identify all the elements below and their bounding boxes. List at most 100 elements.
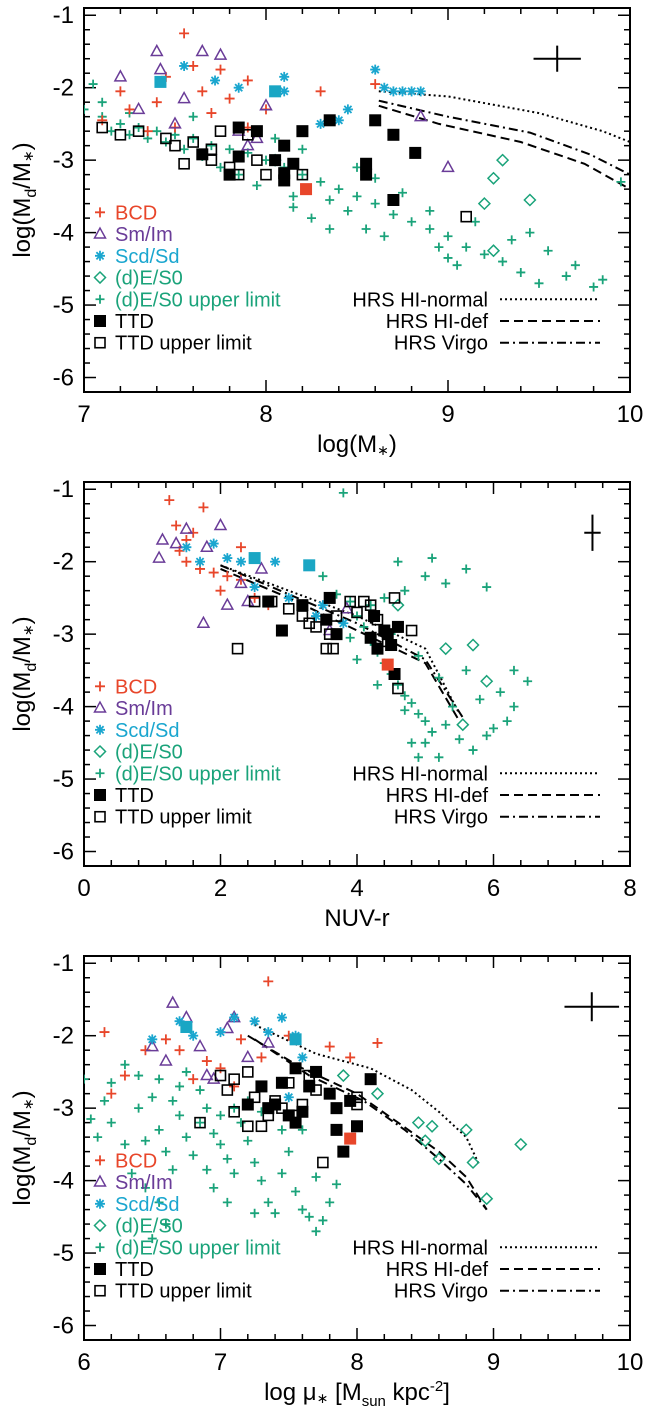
series-line-hrs_virgo [220,564,464,719]
y-tick-label: -5 [53,766,74,793]
point-TTD [296,125,309,138]
point-dES0up [88,79,98,89]
y-axis-label: log(Md/M∗) [9,616,40,731]
point-dES0up [379,593,389,603]
point-TTD [287,157,300,170]
point-TTDup [228,1073,240,1085]
point-dES0up [525,228,535,238]
point-SmIm [155,532,170,545]
point-dES0up [84,104,89,114]
point-TTD [223,168,236,181]
point-dES0up [168,1165,178,1175]
point-dES0up [352,611,362,621]
point-ScdSd [406,86,417,97]
point-dES0up [134,1103,144,1113]
x-tick-label: 10 [617,1349,644,1376]
point-dES0up [343,206,353,216]
point-TTDup [296,168,309,181]
point-TTD [278,139,291,152]
point-dES0up [443,253,453,263]
point-TTD [330,1102,343,1115]
point-dES0up [479,249,489,259]
point-ScdSd [188,1030,199,1041]
point-BCD [208,567,219,578]
point-dES0up [475,694,485,704]
point-dES0 [456,718,470,732]
point-TTDup [320,642,333,655]
legend-marker-TTDup [94,810,106,823]
point-ScdSd [397,86,408,97]
point-dES0up [470,217,480,227]
y-tick-label: -2 [53,1023,74,1050]
point-SmIm [241,1049,255,1063]
point-dES0up [256,1176,266,1186]
point-BCD [197,86,208,97]
legend-label-ScdSd: Scd/Sd [115,720,179,742]
point-ScdSd [317,600,328,611]
point-BCD [179,28,190,39]
point-dES0up [202,1165,212,1175]
point-TTD_red [381,658,394,671]
point-dES0 [391,598,405,612]
point-BCD [171,520,182,531]
point-dES0up [291,1186,301,1196]
point-SmIm [241,138,255,151]
point-dES0up [147,1234,157,1244]
axis-ticks [83,956,631,1340]
point-TTD_cyan [154,75,167,88]
point-dES0up [482,731,492,741]
point-dES0up [311,1172,321,1182]
point-SmIm [413,109,428,122]
point-BCD [315,86,326,97]
point-TTD [269,154,282,167]
point-dES0up [188,133,198,143]
legend-label-TTD: TTD [115,785,154,807]
point-dES0up [361,224,371,234]
point-BCD [224,93,235,104]
y-tick-label: -3 [53,147,74,174]
legend-label-hrs_def: HRS HI-def [386,785,489,807]
point-dES0up [175,1110,185,1120]
legend-label-dES0: (d)E/S0 [115,742,183,764]
point-dES0up [209,1183,219,1193]
point-TTDup [351,606,363,619]
point-TTDup [388,592,401,604]
point-SmIm [179,1010,194,1023]
point-ScdSd [333,115,344,126]
legend-label-ScdSd: Scd/Sd [115,1194,179,1216]
point-dES0up [307,213,316,223]
y-tick-label: -5 [53,292,74,319]
point-dES0up [202,1103,212,1113]
point-dES0up [443,231,453,241]
point-ScdSd [283,1092,294,1103]
point-dES0up [589,282,599,292]
point-TTD [351,1120,363,1133]
point-TTDup [296,610,309,622]
point-dES0up [175,1081,185,1091]
point-SmIm [259,98,273,111]
point-dES0up [454,734,464,744]
error-bar [564,992,620,1022]
legend-marker-TTD [94,788,106,801]
legend-marker-TTD [94,1262,106,1275]
point-dES0 [523,193,537,207]
point-SmIm [213,517,228,531]
point-dES0up [420,738,430,748]
point-dES0up [188,1150,198,1160]
point-BCD [249,592,260,603]
y-tick-label: -2 [53,75,74,102]
point-TTD [241,1098,254,1111]
point-BCD [174,1045,185,1056]
legend-label-hrs_def: HRS HI-def [386,1259,489,1281]
point-dES0up [97,97,107,107]
point-dES0 [477,197,491,211]
point-dES0up [154,1125,164,1135]
point-ScdSd [233,82,244,93]
point-dES0up [318,1215,328,1225]
point-TTDup [405,624,418,637]
point-TTDup [317,1156,329,1169]
point-dES0up [523,676,533,686]
point-TTDup [460,210,473,223]
point-dES0up [502,716,512,726]
point-ScdSd [210,75,221,86]
